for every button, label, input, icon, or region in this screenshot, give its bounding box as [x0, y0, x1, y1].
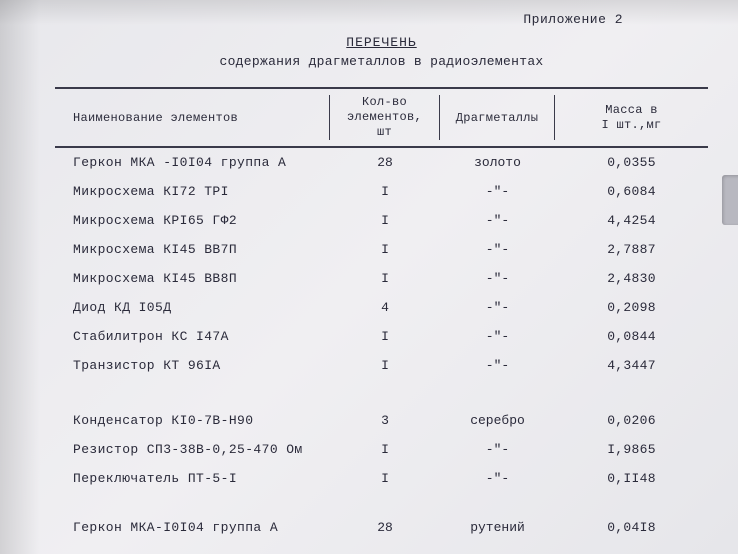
- cell-metal: -"-: [440, 300, 555, 315]
- table-header-row: Наименование элементов Кол-во элементов,…: [55, 87, 708, 148]
- cell-mass: 0,04I8: [555, 520, 708, 535]
- cell-qty: 28: [330, 520, 440, 535]
- cell-metal: -"-: [440, 358, 555, 373]
- cell-metal: -"-: [440, 329, 555, 344]
- page-binding: [722, 175, 738, 225]
- cell-mass: 4,4254: [555, 213, 708, 228]
- cell-metal: -"-: [440, 184, 555, 199]
- table-row: Конденсатор КI0-7В-Н903серебро0,0206: [55, 406, 708, 435]
- cell-name: Переключатель ПТ-5-I: [55, 471, 330, 486]
- document-title: ПЕРЕЧЕНЬ: [55, 35, 708, 50]
- header-name: Наименование элементов: [55, 95, 330, 140]
- table-row: Микросхема КI45 ВВ7ПI-"-2,7887: [55, 235, 708, 264]
- cell-qty: I: [330, 471, 440, 486]
- header-mass-line1: Масса в: [605, 103, 658, 118]
- table-row: Геркон МКА -I0I04 группа А28золото0,0355: [55, 148, 708, 177]
- header-qty-line2: элементов,: [347, 110, 422, 125]
- cell-qty: 4: [330, 300, 440, 315]
- cell-mass: 0,0844: [555, 329, 708, 344]
- cell-mass: 0,0355: [555, 155, 708, 170]
- table-row: Микросхема КI45 ВВ8ПI-"-2,4830: [55, 264, 708, 293]
- table-row: Диод КД I05Д4-"-0,2098: [55, 293, 708, 322]
- cell-mass: 0,II48: [555, 471, 708, 486]
- document-page: Приложение 2 ПЕРЕЧЕНЬ содержания драгмет…: [55, 12, 708, 542]
- cell-name: Микросхема КI72 ТРI: [55, 184, 330, 199]
- header-metal: Драгметаллы: [440, 95, 555, 140]
- cell-name: Резистор СП3-38В-0,25-470 Ом: [55, 442, 330, 457]
- header-qty: Кол-во элементов, шт: [330, 95, 440, 140]
- header-mass: Масса в I шт.,мг: [555, 95, 708, 140]
- cell-qty: I: [330, 271, 440, 286]
- cell-name: Микросхема КI45 ВВ7П: [55, 242, 330, 257]
- cell-metal: рутений: [440, 520, 555, 535]
- cell-qty: I: [330, 358, 440, 373]
- cell-name: Стабилитрон КС I47А: [55, 329, 330, 344]
- table-row: Геркон МКА-I0I04 группа А28рутений0,04I8: [55, 513, 708, 542]
- cell-qty: 3: [330, 413, 440, 428]
- cell-name: Геркон МКА -I0I04 группа А: [55, 155, 330, 170]
- cell-mass: I,9865: [555, 442, 708, 457]
- header-mass-line2: I шт.,мг: [601, 118, 661, 133]
- table-row: Резистор СП3-38В-0,25-470 ОмI-"-I,9865: [55, 435, 708, 464]
- section-gap: [55, 380, 708, 406]
- cell-name: Микросхема КI45 ВВ8П: [55, 271, 330, 286]
- cell-qty: I: [330, 242, 440, 257]
- appendix-label: Приложение 2: [55, 12, 623, 27]
- cell-name: Микросхема КРI65 ГФ2: [55, 213, 330, 228]
- cell-metal: -"-: [440, 213, 555, 228]
- table-row: Микросхема КРI65 ГФ2I-"-4,4254: [55, 206, 708, 235]
- table-row: Микросхема КI72 ТРII-"-0,6084: [55, 177, 708, 206]
- cell-metal: -"-: [440, 471, 555, 486]
- header-qty-line3: шт: [377, 125, 392, 140]
- table-body: Геркон МКА -I0I04 группа А28золото0,0355…: [55, 148, 708, 542]
- cell-metal: серебро: [440, 413, 555, 428]
- cell-qty: 28: [330, 155, 440, 170]
- cell-name: Конденсатор КI0-7В-Н90: [55, 413, 330, 428]
- table-row: Транзистор КТ 96IАI-"-4,3447: [55, 351, 708, 380]
- section-gap: [55, 493, 708, 513]
- table-row: Стабилитрон КС I47АI-"-0,0844: [55, 322, 708, 351]
- cell-name: Геркон МКА-I0I04 группа А: [55, 520, 330, 535]
- cell-qty: I: [330, 442, 440, 457]
- cell-name: Транзистор КТ 96IА: [55, 358, 330, 373]
- cell-qty: I: [330, 329, 440, 344]
- cell-mass: 0,0206: [555, 413, 708, 428]
- cell-qty: I: [330, 184, 440, 199]
- cell-mass: 0,2098: [555, 300, 708, 315]
- cell-mass: 0,6084: [555, 184, 708, 199]
- document-subtitle: содержания драгметаллов в радиоэлементах: [55, 54, 708, 69]
- header-qty-line1: Кол-во: [362, 95, 407, 110]
- cell-qty: I: [330, 213, 440, 228]
- table-row: Переключатель ПТ-5-II-"-0,II48: [55, 464, 708, 493]
- page-shadow-left: [0, 0, 40, 554]
- cell-metal: -"-: [440, 442, 555, 457]
- cell-metal: -"-: [440, 271, 555, 286]
- metals-table: Наименование элементов Кол-во элементов,…: [55, 87, 708, 542]
- cell-mass: 2,4830: [555, 271, 708, 286]
- cell-metal: золото: [440, 155, 555, 170]
- cell-metal: -"-: [440, 242, 555, 257]
- cell-name: Диод КД I05Д: [55, 300, 330, 315]
- cell-mass: 4,3447: [555, 358, 708, 373]
- cell-mass: 2,7887: [555, 242, 708, 257]
